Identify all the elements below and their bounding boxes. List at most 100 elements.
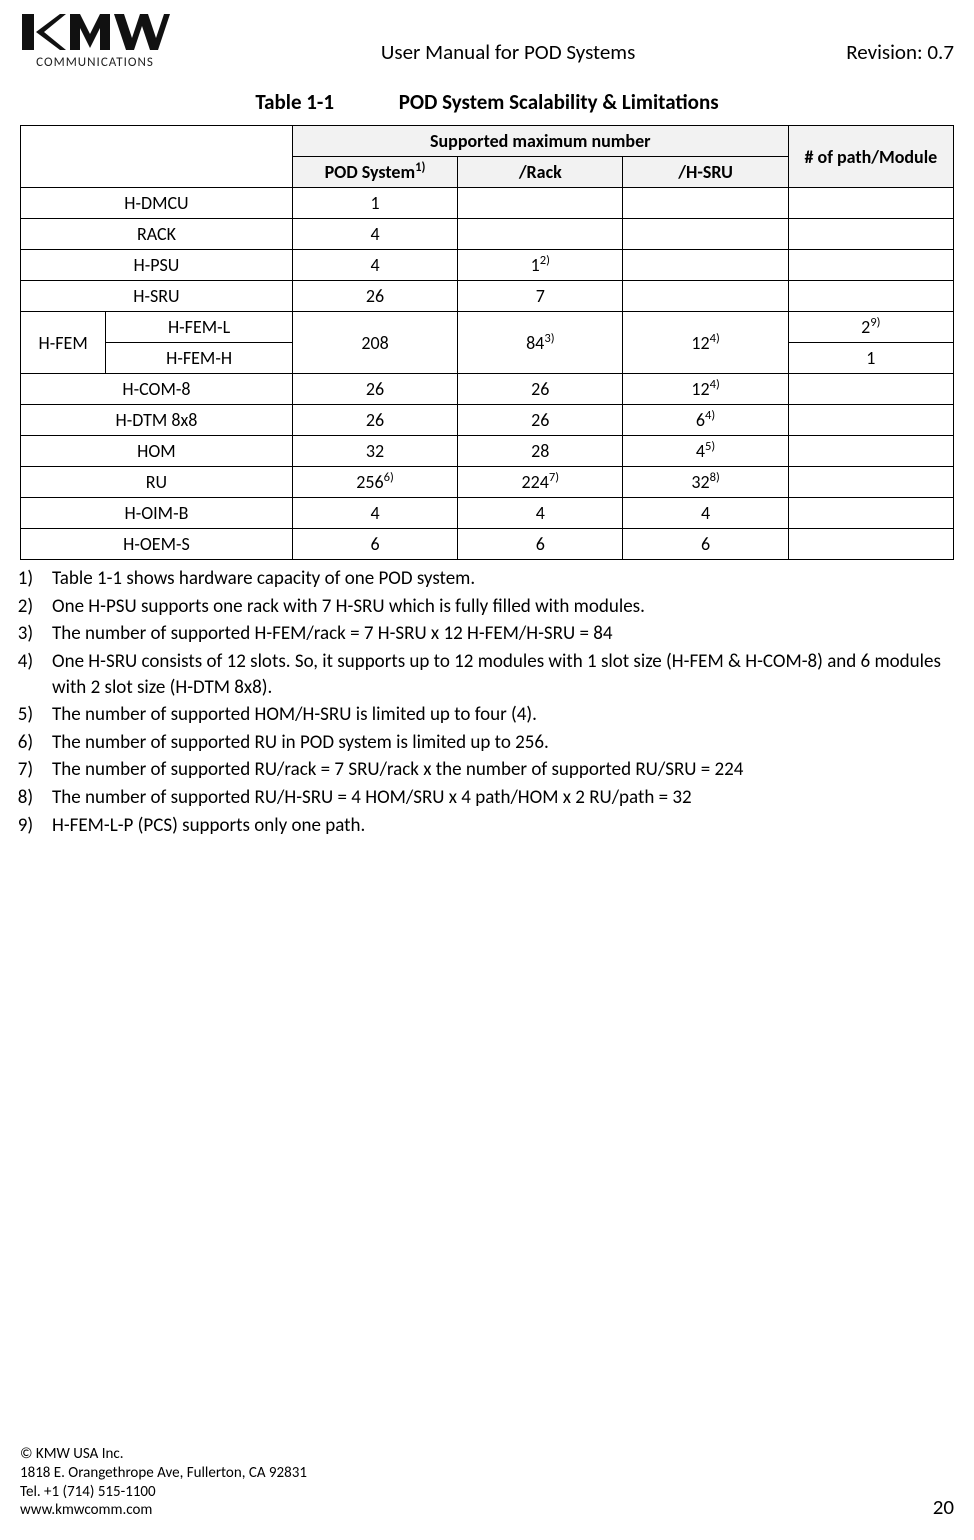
table-row: H-OIM-B 4 4 4 [21,498,954,529]
cell-rack: 2247) [458,467,623,498]
row-label: H-COM-8 [21,374,293,405]
revision-label: Revision: 0.7 [846,39,954,69]
cell-pod: 26 [292,405,457,436]
table-row: RACK 4 [21,219,954,250]
cell-path [788,188,953,219]
cell-path [788,250,953,281]
cell-path [788,467,953,498]
cell-hsru [623,250,788,281]
cell-pod: 6 [292,529,457,560]
cell-rack: 26 [458,405,623,436]
table-caption-label: Table 1-1 [255,89,334,115]
cell-pod: 4 [292,250,457,281]
row-group-label: H-FEM [21,312,106,374]
table-row: H-FEM H-FEM-L 208 843) 124) 29) [21,312,954,343]
cell-hsru [623,188,788,219]
table-caption-title: POD System Scalability & Limitations [399,89,719,115]
cell-hsru: 4 [623,498,788,529]
cell-pod: 1 [292,188,457,219]
row-label: H-OEM-S [21,529,293,560]
row-label: H-DTM 8x8 [21,405,293,436]
table-row: RU 2566) 2247) 328) [21,467,954,498]
cell-hsru: 45) [623,436,788,467]
cell-path: 1 [788,343,953,374]
cell-path [788,405,953,436]
table-row: H-COM-8 26 26 124) [21,374,954,405]
footnote-item: The number of supported RU/H-SRU = 4 HOM… [46,785,954,811]
row-label: H-SRU [21,281,293,312]
cell-pod: 2566) [292,467,457,498]
cell-path [788,498,953,529]
cell-rack [458,219,623,250]
page-number: 20 [933,1494,954,1520]
scalability-table: Supported maximum number # of path/Modul… [20,125,954,560]
footer-web: www.kmwcomm.com [20,1501,307,1520]
cell-pod: 26 [292,281,457,312]
row-label: RU [21,467,293,498]
table-row: HOM 32 28 45) [21,436,954,467]
cell-hsru: 124) [623,312,788,374]
cell-path [788,219,953,250]
row-label: H-DMCU [21,188,293,219]
cell-hsru: 124) [623,374,788,405]
header-hsru: /H-SRU [623,157,788,188]
cell-pod: 32 [292,436,457,467]
footer-copyright: © KMW USA Inc. [20,1445,307,1464]
page-footer: © KMW USA Inc. 1818 E. Orangethrope Ave,… [20,1445,954,1520]
footnote-item: The number of supported RU/rack = 7 SRU/… [46,757,954,783]
footnote-item: Table 1-1 shows hardware capacity of one… [46,566,954,592]
cell-rack: 843) [458,312,623,374]
cell-pod: 26 [292,374,457,405]
footnote-item: One H-PSU supports one rack with 7 H-SRU… [46,594,954,620]
cell-hsru [623,281,788,312]
row-label: H-OIM-B [21,498,293,529]
table-row: H-DMCU 1 [21,188,954,219]
cell-hsru: 64) [623,405,788,436]
kmw-logo-icon [20,10,170,54]
cell-rack: 26 [458,374,623,405]
cell-pod: 4 [292,498,457,529]
table-row: H-PSU 4 12) [21,250,954,281]
logo: COMMUNICATIONS [20,10,170,69]
cell-rack: 6 [458,529,623,560]
row-label: H-FEM-L [106,312,293,343]
footnote-item: The number of supported HOM/H-SRU is lim… [46,702,954,728]
table-row: H-DTM 8x8 26 26 64) [21,405,954,436]
cell-rack: 12) [458,250,623,281]
cell-pod: 208 [292,312,457,374]
header-supported-max: Supported maximum number [292,126,788,157]
cell-pod: 4 [292,219,457,250]
row-label: RACK [21,219,293,250]
footnote-item: H-FEM-L-P (PCS) supports only one path. [46,813,954,839]
footnote-item: The number of supported RU in POD system… [46,730,954,756]
header-path-module: # of path/Module [788,126,953,188]
cell-hsru [623,219,788,250]
cell-hsru: 6 [623,529,788,560]
table-row: H-OEM-S 6 6 6 [21,529,954,560]
table-row: H-SRU 26 7 [21,281,954,312]
cell-rack: 4 [458,498,623,529]
header-rack: /Rack [458,157,623,188]
header-pod-system: POD System1) [292,157,457,188]
footer-company-info: © KMW USA Inc. 1818 E. Orangethrope Ave,… [20,1445,307,1520]
cell-path [788,374,953,405]
cell-path [788,281,953,312]
footnote-item: One H-SRU consists of 12 slots. So, it s… [46,649,954,700]
row-label: HOM [21,436,293,467]
header-blank [21,126,293,188]
table-caption: Table 1-1 POD System Scalability & Limit… [20,89,954,115]
cell-rack [458,188,623,219]
row-label: H-FEM-H [106,343,293,374]
cell-path: 29) [788,312,953,343]
cell-hsru: 328) [623,467,788,498]
footnote-item: The number of supported H-FEM/rack = 7 H… [46,621,954,647]
footnotes-list: Table 1-1 shows hardware capacity of one… [20,566,954,838]
row-label: H-PSU [21,250,293,281]
cell-path [788,529,953,560]
footer-address: 1818 E. Orangethrope Ave, Fullerton, CA … [20,1464,307,1483]
document-title: User Manual for POD Systems [170,39,846,69]
page-header: COMMUNICATIONS User Manual for POD Syste… [20,10,954,69]
footer-tel: Tel. +1 (714) 515-1100 [20,1483,307,1502]
cell-rack: 7 [458,281,623,312]
table-header-row-1: Supported maximum number # of path/Modul… [21,126,954,157]
